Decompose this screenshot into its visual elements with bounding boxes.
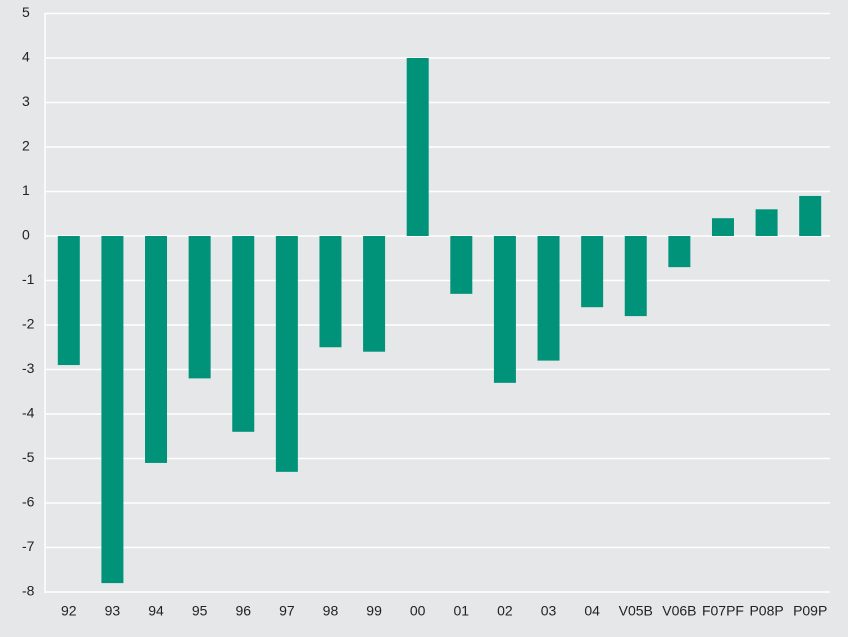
bar	[57, 236, 80, 366]
bar	[493, 236, 516, 383]
bar	[275, 236, 298, 472]
bar	[624, 236, 647, 317]
x-tick-label: F07PF	[702, 603, 744, 619]
bar	[319, 236, 342, 348]
x-tick-label: 03	[541, 603, 557, 619]
x-tick-label: V06B	[662, 603, 696, 619]
y-tick-label: -1	[22, 271, 35, 287]
x-tick-label: 92	[61, 603, 77, 619]
x-tick-label: 99	[366, 603, 382, 619]
x-tick-label: 00	[410, 603, 426, 619]
x-tick-label: 04	[584, 603, 600, 619]
x-tick-label: 95	[192, 603, 208, 619]
x-tick-label: 94	[148, 603, 164, 619]
y-tick-label: 3	[22, 93, 30, 109]
bar	[755, 209, 778, 236]
y-tick-label: 0	[22, 227, 30, 243]
x-tick-label: P09P	[793, 603, 827, 619]
x-tick-label: 02	[497, 603, 513, 619]
bar	[232, 236, 255, 432]
bar	[450, 236, 473, 294]
y-tick-label: -6	[22, 494, 35, 510]
x-tick-label: 93	[105, 603, 121, 619]
y-tick-label: -2	[22, 316, 35, 332]
bar	[363, 236, 386, 352]
y-tick-label: -3	[22, 360, 35, 376]
bar	[799, 195, 822, 236]
x-tick-label: V05B	[619, 603, 653, 619]
y-tick-label: -8	[22, 583, 35, 599]
y-tick-label: 4	[22, 49, 30, 65]
y-tick-label: 1	[22, 182, 30, 198]
bar	[711, 218, 734, 236]
bar	[145, 236, 168, 463]
bar	[188, 236, 211, 379]
y-tick-label: -4	[22, 405, 35, 421]
bar	[668, 236, 691, 268]
x-tick-label: 96	[235, 603, 251, 619]
y-tick-label: 2	[22, 138, 30, 154]
bar	[537, 236, 560, 361]
bar	[406, 58, 429, 236]
y-tick-label: -7	[22, 538, 35, 554]
y-tick-label: 5	[22, 4, 30, 20]
x-tick-label: P08P	[749, 603, 783, 619]
x-tick-label: 01	[454, 603, 470, 619]
x-tick-label: 97	[279, 603, 295, 619]
bar	[101, 236, 124, 584]
y-tick-label: -5	[22, 449, 35, 465]
x-tick-label: 98	[323, 603, 339, 619]
bar	[581, 236, 604, 308]
